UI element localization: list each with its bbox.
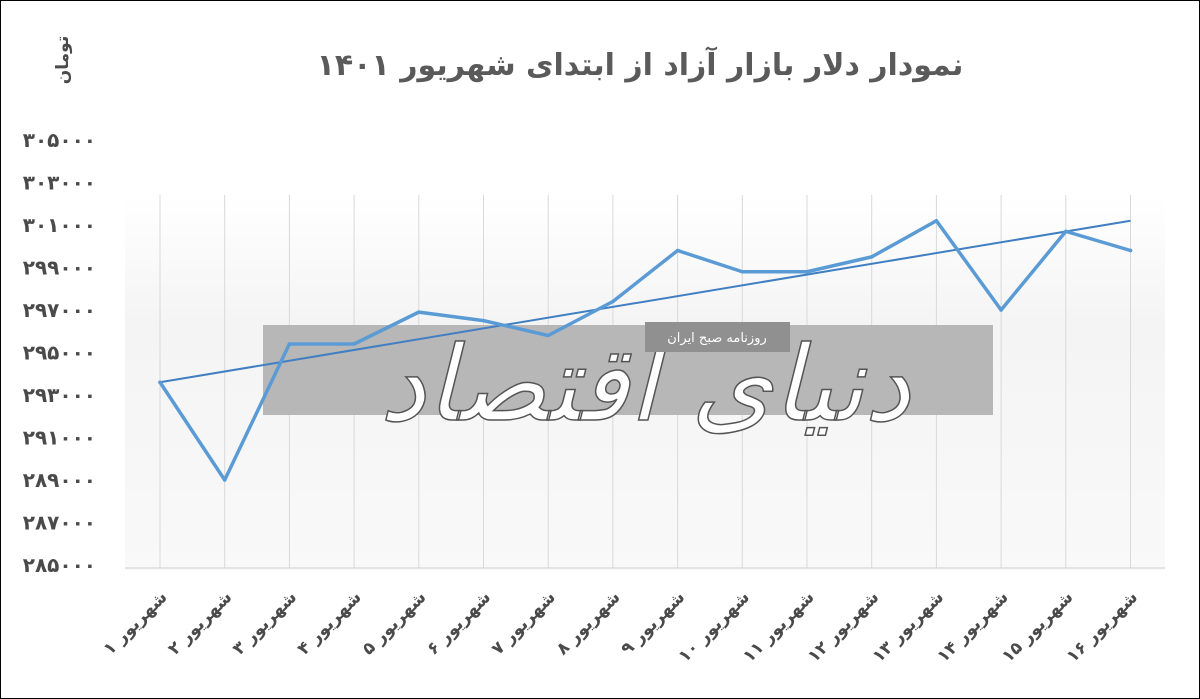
data-point-1 bbox=[158, 380, 162, 385]
y-tick-label: ۲۸۹۰۰۰ bbox=[23, 468, 96, 492]
y-tick-label: ۲۹۳۰۰۰ bbox=[23, 383, 96, 407]
series-layer bbox=[158, 218, 1133, 482]
y-tick-label: ۲۹۵۰۰۰ bbox=[23, 341, 96, 365]
x-tick-label: شهریور ۶ bbox=[423, 587, 495, 659]
data-point-8 bbox=[611, 299, 615, 304]
watermark-tagline: روزنامه صبح ایران bbox=[667, 331, 767, 346]
x-tick-label: شهریور ۸ bbox=[553, 587, 625, 659]
y-axis-ticks: ۳۰۵۰۰۰ ۳۰۳۰۰۰ ۳۰۱۰۰۰ ۲۹۹۰۰۰ ۲۹۷۰۰۰ ۲۹۵۰۰۰ ۲۹۳۰… bbox=[23, 128, 96, 577]
y-tick-label: ۲۸۵۰۰۰ bbox=[23, 553, 96, 577]
chart-title: نمودار دلار بازار آزاد از ابتدای شهریور … bbox=[317, 46, 964, 83]
data-point-3 bbox=[287, 342, 292, 346]
data-point-16 bbox=[1128, 248, 1133, 253]
y-tick-label: ۲۸۷۰۰۰ bbox=[23, 511, 96, 535]
y-axis-label: تومان bbox=[53, 36, 73, 84]
y-tick-label: ۳۰۵۰۰۰ bbox=[23, 128, 96, 152]
y-tick-label: ۲۹۱۰۰۰ bbox=[23, 426, 96, 450]
data-point-15 bbox=[1064, 229, 1068, 234]
x-tick-label: شهریور ۷ bbox=[488, 587, 560, 659]
watermark-tagline-box bbox=[645, 322, 790, 352]
y-tick-label: ۳۰۳۰۰۰ bbox=[23, 171, 96, 195]
x-tick-label: شهریور ۱ bbox=[100, 587, 172, 659]
trendline bbox=[159, 219, 1131, 384]
data-point-9 bbox=[675, 248, 680, 253]
series-line bbox=[158, 219, 1133, 482]
x-tick-label: شهریور ۴ bbox=[294, 587, 366, 659]
data-point-7 bbox=[546, 333, 550, 338]
x-tick-label: شهریور ۲ bbox=[164, 587, 236, 659]
y-tick-label: ۲۹۹۰۰۰ bbox=[23, 256, 96, 280]
y-tick-label: ۳۰۱۰۰۰ bbox=[23, 213, 96, 237]
data-point-10 bbox=[740, 269, 745, 274]
data-point-2 bbox=[222, 478, 227, 482]
x-tick-label: شهریور ۳ bbox=[229, 587, 301, 659]
data-point-11 bbox=[805, 269, 809, 274]
data-point-12 bbox=[869, 255, 874, 259]
data-point-4 bbox=[352, 342, 356, 346]
watermark: دنیای اقتصاد روزنامه صبح ایران bbox=[263, 322, 993, 446]
x-tick-label: شهریور ۵ bbox=[358, 587, 430, 659]
data-point-5 bbox=[417, 310, 421, 314]
y-tick-label: ۲۹۷۰۰۰ bbox=[23, 298, 96, 322]
data-point-14 bbox=[999, 308, 1003, 312]
data-point-6 bbox=[481, 318, 486, 323]
watermark-band bbox=[263, 325, 993, 415]
data-point-13 bbox=[934, 218, 939, 223]
watermark-brand: دنیای اقتصاد bbox=[380, 323, 912, 445]
